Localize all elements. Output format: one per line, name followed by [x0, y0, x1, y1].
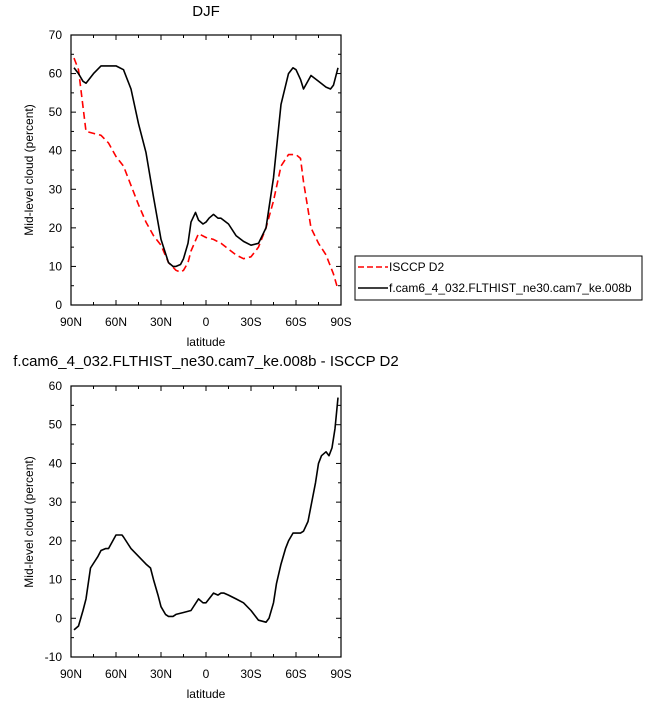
- legend: ISCCP D2 f.cam6_4_032.FLTHIST_ne30.cam7_…: [354, 255, 643, 301]
- top-chart-y-tick-label: 60: [49, 67, 63, 81]
- legend-box: [354, 255, 643, 301]
- bottom-chart-y-tick-label: 30: [49, 495, 63, 509]
- top-chart-x-tick-label: 90S: [330, 315, 351, 329]
- bottom-chart-y-tick-label: 50: [49, 418, 63, 432]
- top-chart-x-tick-label: 0: [203, 315, 210, 329]
- top-chart-x-tick-label: 60S: [285, 315, 306, 329]
- top-chart-y-axis-label: Mid-level cloud (percent): [22, 104, 36, 235]
- bottom-chart-x-tick-label: 30S: [240, 667, 261, 681]
- top-chart-x-axis-label: latitude: [187, 335, 226, 349]
- top-chart-series-line-1: [73, 57, 339, 290]
- bottom-chart-y-tick-label: 40: [49, 456, 63, 470]
- bottom-chart-y-tick-label: 0: [55, 611, 62, 625]
- top-chart-y-tick-label: 10: [49, 259, 63, 273]
- bottom-chart-title: f.cam6_4_032.FLTHIST_ne30.cam7_ke.008b -…: [13, 353, 398, 370]
- bottom-chart-series-line-1: [73, 397, 339, 631]
- bottom-chart-x-tick-label: 60N: [105, 667, 127, 681]
- bottom-chart-y-axis-label: Mid-level cloud (percent): [22, 456, 36, 587]
- bottom-chart-x-tick-label: 30N: [150, 667, 172, 681]
- bottom-chart-y-tick-label: -10: [45, 650, 63, 664]
- top-chart-y-tick-label: 30: [49, 182, 63, 196]
- bottom-chart-x-tick-label: 60S: [285, 667, 306, 681]
- top-chart-y-tick-label: 50: [49, 105, 63, 119]
- top-chart: DJF 90N 60N 30N 0 30S 60S 90S 0 10 20 30 40 50 60 70 l…: [22, 3, 352, 349]
- top-chart-y-tick-label: 0: [55, 298, 62, 312]
- top-chart-y-tick-label: 70: [49, 28, 63, 42]
- top-chart-y-tick-label: 20: [49, 221, 63, 235]
- top-chart-x-tick-label: 30S: [240, 315, 261, 329]
- bottom-chart-x-axis-label: latitude: [187, 687, 226, 701]
- top-chart-y-tick-label: 40: [49, 144, 63, 158]
- top-chart-x-tick-label: 30N: [150, 315, 172, 329]
- bottom-chart-plot-frame: [70, 385, 342, 658]
- legend-label-model: f.cam6_4_032.FLTHIST_ne30.cam7_ke.008b: [389, 281, 632, 295]
- bottom-chart-x-tick-label: 0: [203, 667, 210, 681]
- bottom-chart-y-tick-label: 20: [49, 534, 63, 548]
- top-chart-series-line-2: [73, 65, 339, 268]
- top-chart-x-tick-label: 60N: [105, 315, 127, 329]
- top-chart-title: DJF: [192, 3, 220, 20]
- bottom-chart-x-tick-label: 90S: [330, 667, 351, 681]
- legend-label-isccp-d2: ISCCP D2: [389, 260, 444, 274]
- bottom-chart-y-tick-label: 10: [49, 573, 63, 587]
- bottom-chart-y-tick-label: 60: [49, 379, 63, 393]
- bottom-chart-x-tick-label: 90N: [60, 667, 82, 681]
- top-chart-plot-frame: [70, 34, 342, 306]
- bottom-chart: f.cam6_4_032.FLTHIST_ne30.cam7_ke.008b -…: [13, 353, 398, 701]
- top-chart-x-tick-label: 90N: [60, 315, 82, 329]
